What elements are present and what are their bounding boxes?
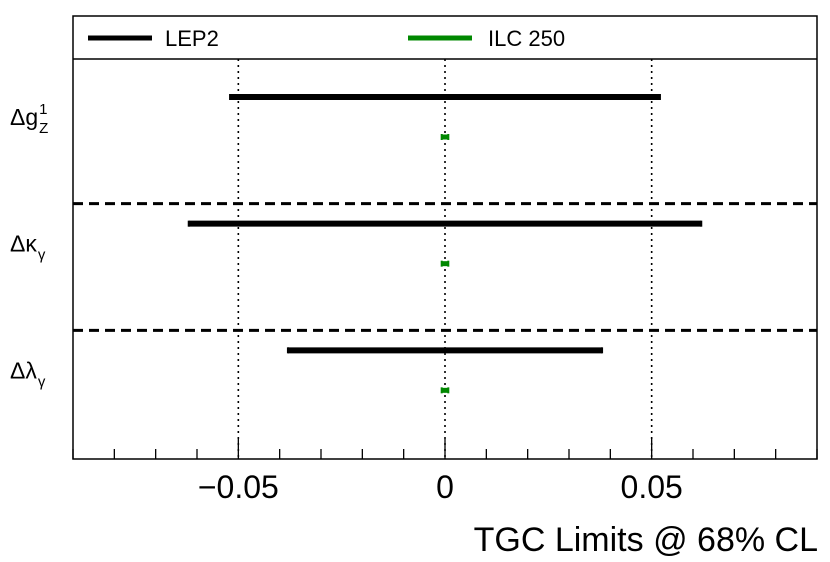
parameter-subscript-0: Z	[39, 120, 48, 137]
parameter-symbol-1: Δκ	[10, 231, 37, 257]
parameter-label-1: Δκ γ	[10, 231, 46, 264]
parameter-symbol-0: Δg	[10, 104, 38, 130]
x-axis-tick-labels: −0.05 0 0.05	[198, 469, 683, 505]
reference-lines	[237, 59, 653, 459]
tick-label-0: −0.05	[198, 469, 279, 505]
parameter-subscript-2: γ	[38, 373, 46, 390]
row-separators	[73, 202, 817, 332]
tick-label-2: 0.05	[621, 469, 683, 505]
legend-label-lep2: LEP2	[165, 26, 219, 51]
parameter-label-0: Δg 1 Z	[10, 101, 48, 137]
parameter-subscript-1: γ	[38, 247, 46, 264]
interval-bars	[187, 94, 703, 394]
parameter-symbol-2: Δλ	[10, 357, 37, 383]
parameter-label-2: Δλ γ	[10, 357, 46, 390]
legend-label-ilc250: ILC 250	[488, 26, 565, 51]
parameter-superscript-0: 1	[39, 101, 47, 118]
tick-label-1: 0	[436, 469, 454, 505]
x-axis-label: TGC Limits @ 68% CL	[474, 521, 818, 559]
x-axis-ticks	[72, 439, 818, 459]
legend: LEP2 ILC 250	[88, 26, 565, 51]
